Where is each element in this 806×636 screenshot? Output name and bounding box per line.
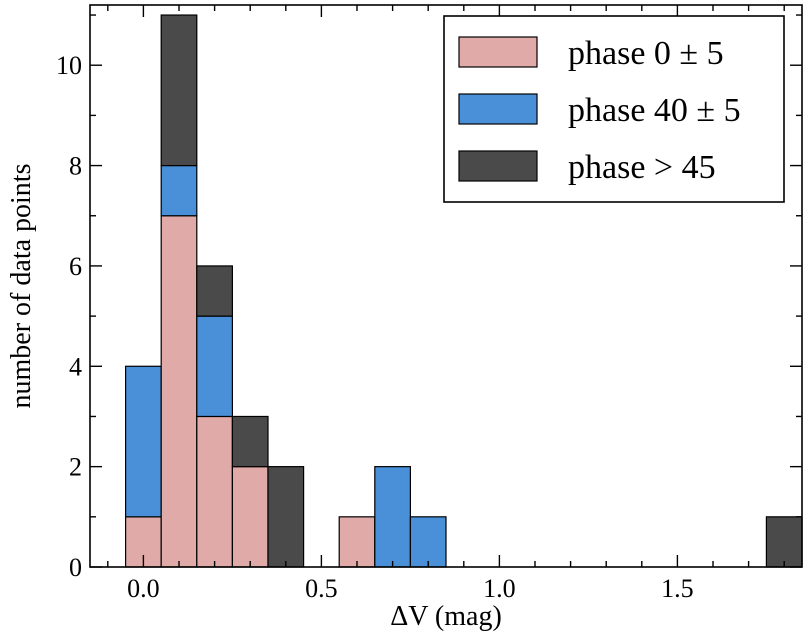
y-tick-label: 10 <box>56 51 82 80</box>
bar-series1-bin6 <box>374 466 411 568</box>
legend-swatch <box>458 36 538 68</box>
bar-series0-bin3 <box>231 466 269 568</box>
bar-series2-bin1 <box>160 14 198 167</box>
legend-label: phase > 45 <box>568 149 716 186</box>
y-tick-label: 2 <box>69 453 82 482</box>
bar-series2-bin8 <box>765 516 803 568</box>
x-tick-label: 0.0 <box>127 574 160 603</box>
ticks-group: 0.0 0.5 1.0 1.5 0 2 4 6 8 10 <box>56 5 802 603</box>
legend-label: phase 40 ± 5 <box>568 92 741 129</box>
legend-swatch <box>458 93 538 125</box>
legend-swatch <box>458 150 538 182</box>
y-tick-label: 4 <box>69 352 82 381</box>
y-axis-label: number of data points <box>6 164 37 409</box>
bar-series1-bin0 <box>124 365 162 518</box>
x-tick-label: 1.0 <box>483 574 516 603</box>
legend: phase 0 ± 5 phase 40 ± 5 phase > 45 <box>443 15 785 203</box>
bar-series1-bin2 <box>196 315 234 418</box>
legend-label: phase 0 ± 5 <box>568 35 724 72</box>
bar-series2-bin4 <box>267 466 305 568</box>
bar-series0-bin2 <box>196 415 234 568</box>
bar-series0-bin1 <box>160 215 198 568</box>
bar-series2-bin3 <box>231 415 269 468</box>
y-tick-label: 0 <box>69 553 82 582</box>
bar-series1-bin7 <box>409 516 447 568</box>
bars-group <box>124 14 803 568</box>
y-tick-label: 8 <box>69 152 82 181</box>
plot-frame <box>89 4 803 568</box>
x-tick-label: 0.5 <box>305 574 338 603</box>
y-tick-label: 6 <box>69 252 82 281</box>
bar-series2-bin2 <box>196 265 234 317</box>
bar-series0-bin5 <box>338 516 376 568</box>
x-tick-label: 1.5 <box>661 574 694 603</box>
bar-series1-bin1 <box>160 164 198 217</box>
x-axis-label: ΔV (mag) <box>390 601 502 632</box>
